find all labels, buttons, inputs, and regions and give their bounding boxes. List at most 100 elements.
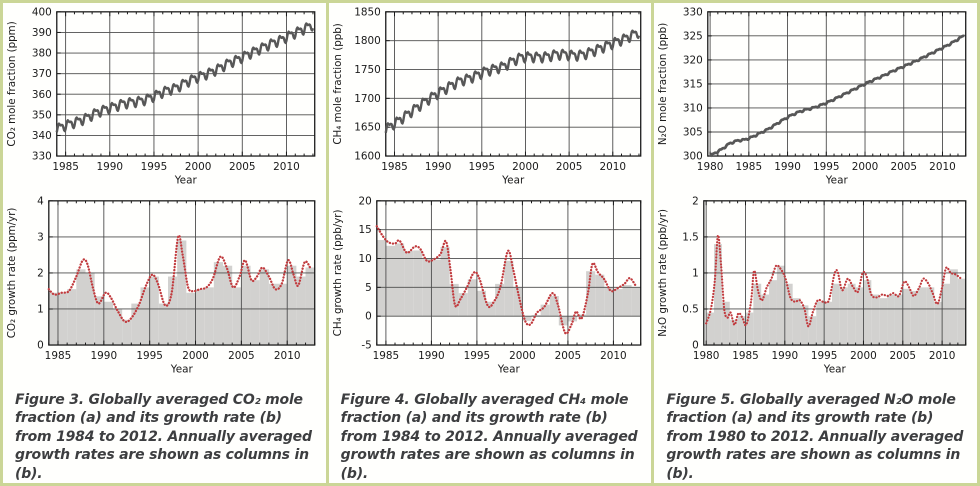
svg-text:Year: Year [174, 175, 198, 187]
svg-text:1985: 1985 [45, 350, 72, 362]
svg-text:2010: 2010 [929, 350, 956, 362]
svg-text:2005: 2005 [554, 350, 581, 362]
svg-text:1990: 1990 [775, 161, 802, 173]
svg-text:360: 360 [32, 89, 52, 101]
panel-co2: 330 340 350 360 370 380 390 400 1985 1990 1995 2000… [3, 3, 326, 483]
svg-text:4: 4 [37, 196, 44, 208]
ch4-growth-rate-chart: -5 0 5 10 15 20 1985 1990 1995 2000 2005 2010 Year CH… [328, 192, 652, 382]
svg-text:1995: 1995 [136, 350, 163, 362]
figure-4-caption: Figure 4. Globally averaged CH₄ mole fra… [340, 391, 638, 482]
svg-text:2010: 2010 [600, 350, 627, 362]
svg-text:1995: 1995 [141, 161, 168, 173]
svg-text:0: 0 [365, 311, 372, 323]
svg-text:0: 0 [37, 340, 44, 352]
svg-text:2: 2 [37, 268, 44, 280]
svg-text:CO₂ mole fraction (ppm): CO₂ mole fraction (ppm) [6, 21, 18, 146]
svg-text:1995: 1995 [813, 161, 840, 173]
svg-text:1850: 1850 [354, 6, 381, 18]
svg-text:2: 2 [693, 196, 700, 208]
svg-text:1980: 1980 [697, 161, 724, 173]
svg-text:1990: 1990 [418, 350, 445, 362]
svg-text:310: 310 [683, 103, 703, 115]
svg-text:0: 0 [693, 340, 700, 352]
svg-text:1985: 1985 [733, 350, 760, 362]
panel-ch4: 1600 1650 1700 1750 1800 1850 1985 1990 1995 2000… [328, 3, 652, 483]
svg-text:2010: 2010 [274, 350, 301, 362]
svg-text:1980: 1980 [693, 350, 720, 362]
svg-text:2010: 2010 [930, 161, 957, 173]
svg-text:N₂O mole fraction (ppb): N₂O mole fraction (ppb) [657, 23, 669, 145]
svg-text:305: 305 [683, 127, 703, 139]
svg-text:2005: 2005 [556, 161, 583, 173]
svg-text:N₂O growth rate (ppb/yr): N₂O growth rate (ppb/yr) [657, 209, 669, 337]
svg-text:2005: 2005 [229, 161, 256, 173]
svg-text:1985: 1985 [736, 161, 763, 173]
svg-text:Year: Year [170, 364, 194, 376]
svg-text:1995: 1995 [811, 350, 838, 362]
svg-text:2000: 2000 [852, 161, 879, 173]
svg-text:1985: 1985 [381, 161, 408, 173]
svg-text:300: 300 [683, 151, 703, 163]
n2o-growth-rate-chart: 0 0.5 1 1.5 2 1980 1985 1990 1995 2000 2005 2010 Yea… [654, 192, 978, 382]
svg-text:Year: Year [825, 175, 849, 187]
svg-text:2010: 2010 [273, 161, 300, 173]
co2-mole-fraction-chart: 330 340 350 360 370 380 390 400 1985 1990 1995 2000… [3, 3, 326, 193]
svg-text:2000: 2000 [185, 161, 212, 173]
svg-text:1600: 1600 [354, 151, 381, 163]
ch4-mole-fraction-chart: 1600 1650 1700 1750 1800 1850 1985 1990 1995 2000… [328, 3, 652, 193]
svg-text:340: 340 [32, 130, 52, 142]
panel-n2o: 300 305 310 315 320 325 330 1980 1985 1990 1995 200… [654, 3, 978, 483]
svg-text:2000: 2000 [509, 350, 536, 362]
svg-text:Year: Year [501, 175, 525, 187]
svg-text:1995: 1995 [463, 350, 490, 362]
svg-text:1985: 1985 [372, 350, 399, 362]
svg-text:0.5: 0.5 [683, 304, 700, 316]
svg-text:350: 350 [32, 109, 52, 121]
figure-5-caption: Figure 5. Globally averaged N₂O mole fra… [666, 391, 964, 482]
svg-text:370: 370 [32, 68, 52, 80]
svg-text:2000: 2000 [512, 161, 539, 173]
svg-text:1990: 1990 [772, 350, 799, 362]
svg-text:1750: 1750 [354, 64, 381, 76]
svg-text:380: 380 [32, 48, 52, 60]
svg-text:2010: 2010 [599, 161, 626, 173]
svg-text:5: 5 [365, 282, 372, 294]
svg-text:Year: Year [823, 364, 847, 376]
svg-text:CH₄ growth rate (ppb/yr): CH₄ growth rate (ppb/yr) [332, 210, 344, 337]
svg-text:1700: 1700 [354, 93, 381, 105]
svg-text:20: 20 [358, 196, 371, 208]
svg-text:15: 15 [358, 225, 371, 237]
svg-text:2005: 2005 [891, 161, 918, 173]
svg-text:1: 1 [693, 268, 700, 280]
svg-text:390: 390 [32, 27, 52, 39]
svg-text:330: 330 [683, 6, 703, 18]
svg-text:320: 320 [683, 54, 703, 66]
svg-text:2005: 2005 [890, 350, 917, 362]
svg-text:1995: 1995 [468, 161, 495, 173]
svg-text:2000: 2000 [182, 350, 209, 362]
svg-text:1990: 1990 [91, 350, 118, 362]
svg-text:1800: 1800 [354, 35, 381, 47]
svg-text:1990: 1990 [425, 161, 452, 173]
svg-text:1.5: 1.5 [683, 232, 700, 244]
svg-text:315: 315 [683, 79, 703, 91]
svg-text:-5: -5 [361, 340, 371, 352]
co2-growth-rate-chart: 0 1 2 3 4 1985 1990 1995 2000 2005 2010 Year CO₂ gro… [3, 192, 326, 382]
svg-text:CO₂ growth rate (ppm/yr): CO₂ growth rate (ppm/yr) [6, 208, 18, 339]
svg-text:325: 325 [683, 30, 703, 42]
svg-text:330: 330 [32, 151, 52, 163]
svg-text:400: 400 [32, 6, 52, 18]
svg-text:1650: 1650 [354, 122, 381, 134]
n2o-mole-fraction-chart: 300 305 310 315 320 325 330 1980 1985 1990 1995 200… [654, 3, 978, 193]
svg-text:2000: 2000 [851, 350, 878, 362]
svg-text:CH₄ mole fraction (ppb): CH₄ mole fraction (ppb) [332, 23, 344, 144]
figure-3-caption: Figure 3. Globally averaged CO₂ mole fra… [15, 391, 312, 482]
svg-text:1990: 1990 [96, 161, 123, 173]
svg-text:1: 1 [37, 304, 44, 316]
svg-text:1985: 1985 [52, 161, 79, 173]
svg-text:Year: Year [496, 364, 520, 376]
svg-text:3: 3 [37, 232, 44, 244]
svg-text:2005: 2005 [228, 350, 255, 362]
svg-text:10: 10 [358, 253, 371, 265]
